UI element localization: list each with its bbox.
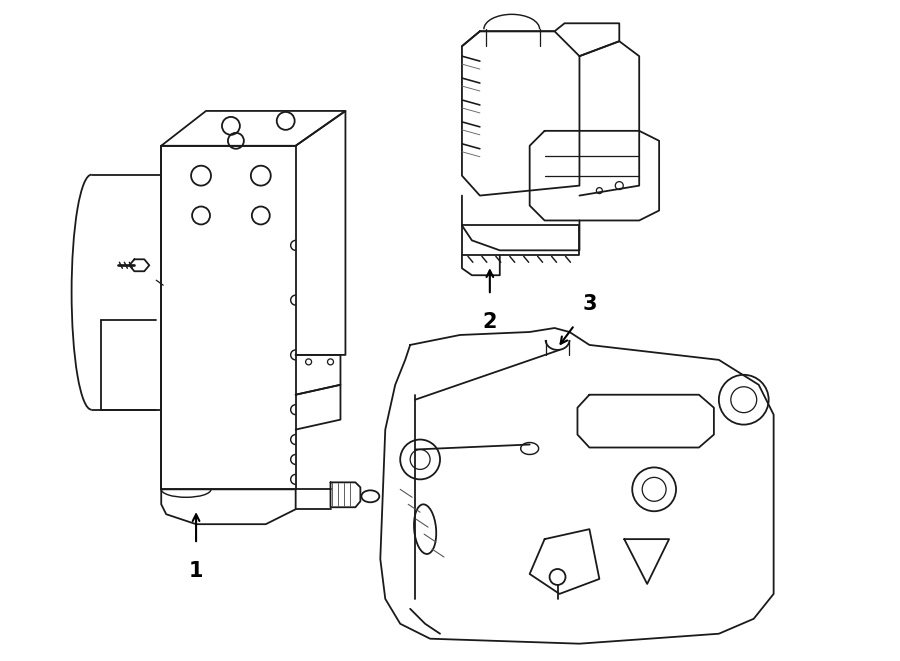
Text: 3: 3 <box>582 294 597 314</box>
Text: 1: 1 <box>189 561 203 581</box>
Text: 2: 2 <box>482 312 497 332</box>
